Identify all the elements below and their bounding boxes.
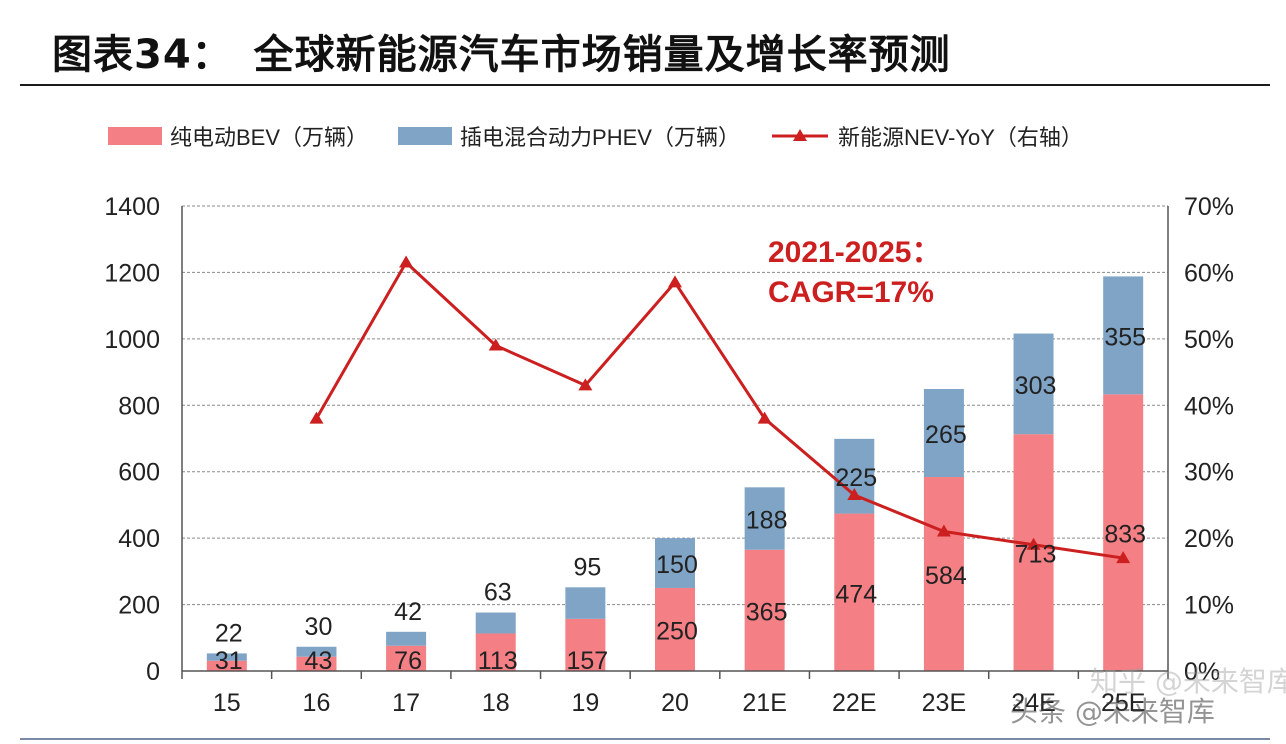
bar-bev	[475, 633, 516, 671]
nev-yoy-marker	[578, 378, 593, 391]
x-tick-label: 19	[571, 689, 599, 717]
watermark-zhihu: 知乎 @未来智库	[1090, 665, 1286, 698]
bar-phev	[655, 538, 695, 588]
data-label-phev: 303	[1015, 372, 1057, 400]
nev-yoy-line	[315, 260, 1124, 560]
y-right-tick-label: 60%	[1184, 259, 1234, 287]
legend-swatch-phev	[398, 127, 453, 145]
y-left-tick-label: 1200	[104, 259, 160, 287]
x-tick-label: 21E	[742, 689, 786, 717]
bar-phev	[1103, 276, 1144, 395]
line-series	[309, 255, 1131, 564]
legend-label-nev: 新能源NEV-YoY（右轴）	[837, 125, 1083, 150]
x-tick-label: 18	[482, 689, 510, 717]
data-label-bev: 713	[1015, 541, 1057, 569]
watermark-toutiao: 头条 @未来智库	[1010, 695, 1215, 728]
bar-phev	[206, 653, 247, 661]
bar-phev	[1013, 333, 1054, 435]
bar-series	[206, 276, 1144, 671]
y-left-tick-label: 0	[146, 658, 160, 686]
data-label-phev: 30	[305, 613, 333, 641]
x-tick-label: 20	[661, 689, 689, 717]
y-left-tick-label: 600	[118, 459, 160, 487]
axes: 0 200 400 600 800 1000 1200 1400 0% 10% 20% 30% 40% 5…	[104, 193, 1234, 717]
legend-swatch-bev	[108, 127, 162, 145]
nev-yoy-marker	[1026, 537, 1041, 550]
nev-yoy-marker	[309, 411, 324, 424]
x-tick-label: 16	[303, 689, 331, 717]
x-tick-label: 22E	[832, 689, 876, 717]
data-label-bev: 833	[1104, 521, 1146, 549]
y-right-tick-label: 0%	[1184, 658, 1220, 686]
y-left-tick-label: 1000	[104, 326, 160, 354]
bar-phev	[296, 646, 337, 657]
nev-yoy-marker	[847, 487, 862, 500]
bar-bev	[206, 660, 247, 671]
title-underline	[20, 84, 1270, 86]
legend-swatch-nev	[771, 129, 828, 141]
cagr-annotation-line2: CAGR=17%	[768, 276, 934, 309]
bar-bev	[565, 618, 606, 671]
data-label-phev: 225	[835, 464, 877, 492]
chart-legend: 纯电动BEV（万辆） 插电混合动力PHEV（万辆） 新能源NEV-YoY（右轴）	[108, 118, 1083, 154]
bar-phev	[923, 389, 964, 478]
y-left-tick-label: 800	[118, 392, 160, 420]
data-label-phev: 95	[573, 553, 601, 581]
x-tick-label: 24E	[1011, 689, 1055, 717]
legend-label-bev: 纯电动BEV（万辆）	[170, 125, 369, 150]
data-label-phev: 150	[656, 551, 698, 579]
bar-phev	[744, 487, 785, 550]
cagr-annotation-line1: 2021-2025：	[768, 236, 941, 269]
legend-label-phev: 插电混合动力PHEV（万辆）	[460, 125, 740, 150]
data-label-bev: 474	[835, 580, 877, 608]
nev-yoy-marker	[668, 275, 682, 288]
bar-bev	[744, 549, 785, 671]
bar-bev	[296, 656, 337, 671]
bar-bev	[655, 587, 695, 671]
bar-bev	[834, 513, 875, 671]
bar-phev	[386, 631, 427, 646]
data-label-phev: 42	[394, 598, 422, 626]
y-right-tick-label: 30%	[1184, 459, 1234, 487]
x-tick-label: 23E	[922, 689, 966, 717]
bar-bev	[923, 477, 964, 671]
nev-yoy-marker	[488, 338, 503, 351]
x-tick-label: 15	[213, 689, 241, 717]
data-label-bev: 365	[746, 598, 788, 626]
bar-bev	[1013, 434, 1054, 671]
legend-item-bev: 纯电动BEV（万辆）	[108, 120, 368, 152]
legend-item-phev: 插电混合动力PHEV（万辆）	[398, 120, 740, 152]
y-right-tick-label: 20%	[1184, 525, 1234, 553]
data-labels: 3122433076421136315795250150365188474225…	[215, 323, 1146, 675]
y-right-tick-label: 50%	[1184, 326, 1234, 354]
y-right-tick-label: 10%	[1184, 592, 1234, 620]
page-title: 图表34： 全球新能源汽车市场销量及增长率预测	[52, 32, 951, 78]
data-label-phev: 63	[484, 579, 512, 607]
nev-yoy-marker	[936, 524, 951, 537]
nev-yoy-marker	[399, 255, 414, 268]
data-label-bev: 250	[656, 617, 698, 645]
bar-phev	[565, 587, 606, 619]
y-left-tick-label: 1400	[104, 193, 160, 221]
y-left-tick-label: 200	[118, 592, 160, 620]
nev-yoy-marker	[1116, 551, 1131, 564]
data-label-phev: 265	[925, 421, 967, 449]
y-right-tick-label: 70%	[1184, 193, 1234, 221]
data-label-bev: 584	[925, 562, 967, 590]
data-label-phev: 355	[1104, 323, 1146, 351]
y-right-tick-label: 40%	[1184, 392, 1234, 420]
bar-bev	[1103, 394, 1144, 671]
legend-item-nev: 新能源NEV-YoY（右轴）	[770, 120, 1083, 152]
nev-yoy-marker	[757, 411, 772, 424]
bar-bev	[386, 645, 427, 671]
x-tick-label: 25E	[1101, 689, 1145, 717]
y-left-tick-label: 400	[118, 525, 160, 553]
bar-phev	[475, 612, 516, 634]
x-tick-label: 17	[392, 689, 420, 717]
bottom-rule	[20, 738, 1270, 740]
data-label-phev: 22	[215, 619, 243, 647]
data-label-phev: 188	[746, 507, 788, 535]
